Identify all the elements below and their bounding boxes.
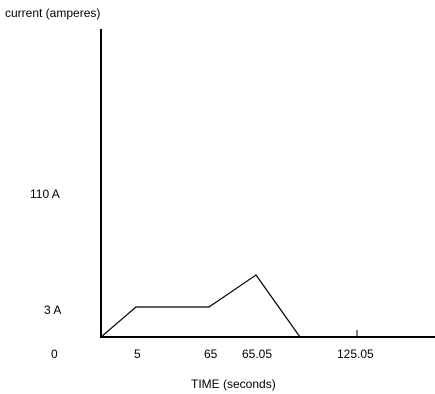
x-tick-label-125.05: 125.05 — [337, 347, 374, 361]
x-tick-label-65: 65 — [204, 347, 218, 361]
data-point-65 — [208, 306, 210, 308]
data-point-0 — [100, 336, 102, 338]
data-point-125.05 — [299, 336, 301, 338]
data-point-5 — [135, 306, 137, 308]
series-layer — [100, 274, 301, 338]
y-axis-label: current (amperes) — [5, 6, 100, 20]
origin-label: 0 — [51, 347, 58, 361]
data-point-65.05 — [255, 274, 257, 276]
y-tick-label-3: 3 A — [44, 303, 61, 317]
x-tick-label-5: 5 — [134, 347, 141, 361]
series-line-0 — [100, 274, 301, 338]
x-axis-label: TIME (seconds) — [191, 377, 276, 391]
y-tick-label-110: 110 A — [30, 187, 60, 201]
x-tick-label-65.05: 65.05 — [242, 347, 272, 361]
